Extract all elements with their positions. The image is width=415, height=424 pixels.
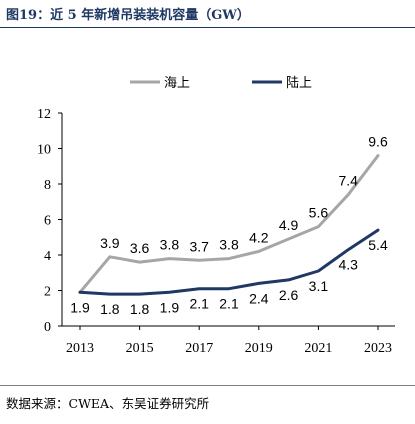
data-label: 3.1: [309, 278, 329, 294]
y-tick-label: 4: [44, 249, 51, 264]
data-label: 2.4: [249, 290, 269, 306]
chart-series: [80, 156, 378, 295]
y-tick-label: 6: [44, 214, 51, 229]
data-label: 4.3: [338, 257, 358, 273]
data-label: 3.7: [189, 238, 209, 254]
data-label: 4.2: [249, 229, 269, 245]
x-tick-label: 2021: [304, 341, 332, 356]
data-label: 9.6: [368, 134, 388, 150]
y-tick-label: 8: [44, 178, 51, 193]
legend-label: 海上: [164, 76, 190, 91]
y-tick-label: 2: [44, 285, 51, 300]
data-label: 1.9: [160, 299, 180, 315]
y-tick-label: 0: [44, 320, 51, 335]
data-label: 3.9: [100, 235, 120, 251]
chart-legend: 海上 陆上: [130, 75, 312, 91]
data-label: 4.9: [279, 217, 299, 233]
data-label: 5.6: [309, 205, 329, 221]
series-line-offshore: [80, 156, 378, 293]
source-divider: [0, 385, 415, 386]
y-tick-label: 10: [37, 143, 51, 158]
data-label: 2.1: [189, 296, 209, 312]
data-label: 3.6: [130, 240, 150, 256]
x-tick-label: 2023: [364, 341, 392, 356]
data-label: 1.8: [100, 301, 120, 317]
x-tick-label: 2017: [185, 341, 213, 356]
data-label: 5.4: [368, 237, 388, 253]
data-label: 2.6: [279, 287, 299, 303]
chart-axes: 0 2 4 6 8 10 12 2013 2015 2017 2019 2021 2023: [37, 107, 395, 356]
data-label: 1.9: [70, 299, 90, 315]
legend-label: 陆上: [286, 75, 312, 91]
x-tick-label: 2013: [66, 341, 94, 356]
data-label: 3.8: [219, 237, 239, 253]
data-label: 2.1: [219, 296, 239, 312]
data-label: 7.4: [338, 173, 358, 189]
x-tick-label: 2019: [245, 341, 273, 356]
data-label: 3.8: [160, 237, 180, 253]
x-tick-label: 2015: [126, 341, 154, 356]
source-note: 数据来源：CWEA、东吴证券研究所: [6, 393, 209, 412]
y-tick-label: 12: [37, 107, 51, 122]
data-label: 1.8: [130, 301, 150, 317]
